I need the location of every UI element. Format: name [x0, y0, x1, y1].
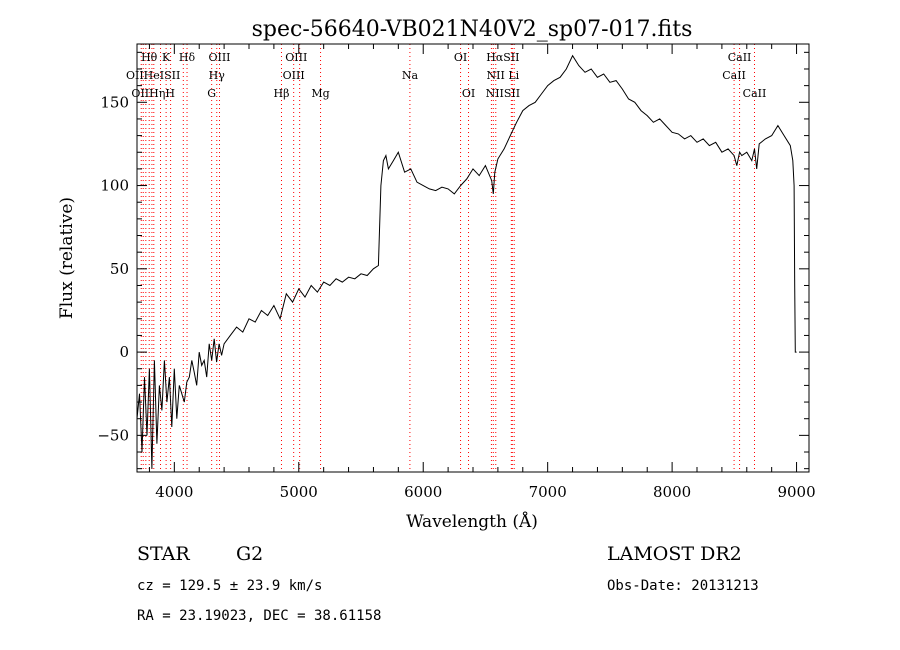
- y-tick-label: 100: [100, 177, 129, 195]
- spectral-line-label: OIII: [283, 69, 305, 82]
- spectral-line-markers: [140, 44, 755, 472]
- axis-ticks: [137, 44, 809, 472]
- spectral-line-label: G: [207, 87, 216, 100]
- spectral-line-label: OIII: [208, 51, 230, 64]
- redshift-text: cz = 129.5 ± 23.9 km/s: [137, 578, 322, 594]
- spectral-line-labels: Hθ K Hδ OIII OIII OI HαSII CaII OIIHeISII Hγ OIII N…: [126, 51, 766, 100]
- coordinates-text: RA = 23.19023, DEC = 38.61158: [137, 608, 381, 624]
- spectral-line-label: CaII: [722, 69, 746, 82]
- spectral-line-label: OIIHηH: [131, 87, 174, 100]
- spectral-line-label: K: [162, 51, 171, 64]
- x-tick-labels: 4000 5000 6000 7000 8000 9000: [155, 483, 815, 501]
- spectral-line-label: Mg: [311, 87, 329, 100]
- y-tick-label: 0: [119, 343, 129, 361]
- spectral-line-label: CaII: [728, 51, 752, 64]
- chart-title: spec-56640-VB021N40V2_sp07-017.fits: [252, 17, 693, 42]
- x-tick-label: 6000: [404, 483, 442, 501]
- spectral-line-label: CaII: [743, 87, 767, 100]
- x-tick-label: 9000: [777, 483, 815, 501]
- plot-frame: [136, 43, 810, 473]
- x-tick-label: 4000: [155, 483, 193, 501]
- spectral-line-label: OI: [454, 51, 467, 64]
- y-tick-label: −50: [97, 426, 129, 444]
- y-axis-label: Flux (relative): [57, 197, 77, 319]
- object-subclass: G2: [236, 543, 263, 565]
- object-class: STAR: [137, 543, 190, 565]
- spectral-line-label: Hβ: [274, 87, 290, 100]
- spectral-line-label: HαSII: [486, 51, 519, 64]
- y-tick-label: 50: [110, 260, 129, 278]
- x-tick-label: 7000: [529, 483, 567, 501]
- spectral-line-label: Hδ: [179, 51, 196, 64]
- spectrum-series-line: [136, 54, 797, 469]
- spectral-line-label: OIIHeISII: [126, 69, 180, 82]
- y-tick-labels: −50 0 50 100 150: [97, 93, 129, 444]
- obs-date-text: Obs-Date: 20131213: [607, 578, 759, 594]
- spectral-line-label: Hθ: [141, 51, 158, 64]
- spectral-line-label: NII Li: [487, 69, 520, 82]
- x-axis-label: Wavelength (Å): [406, 511, 538, 532]
- x-tick-label: 5000: [280, 483, 318, 501]
- spectral-line-label: OIII: [285, 51, 307, 64]
- x-tick-label: 8000: [653, 483, 691, 501]
- spectral-line-label: Na: [402, 69, 419, 82]
- spectral-line-label: OI: [462, 87, 475, 100]
- spectral-line-label: Hγ: [209, 69, 226, 82]
- survey-label: LAMOST DR2: [607, 543, 742, 565]
- spectral-line-label: NIISII: [486, 87, 521, 100]
- y-tick-label: 150: [100, 93, 129, 111]
